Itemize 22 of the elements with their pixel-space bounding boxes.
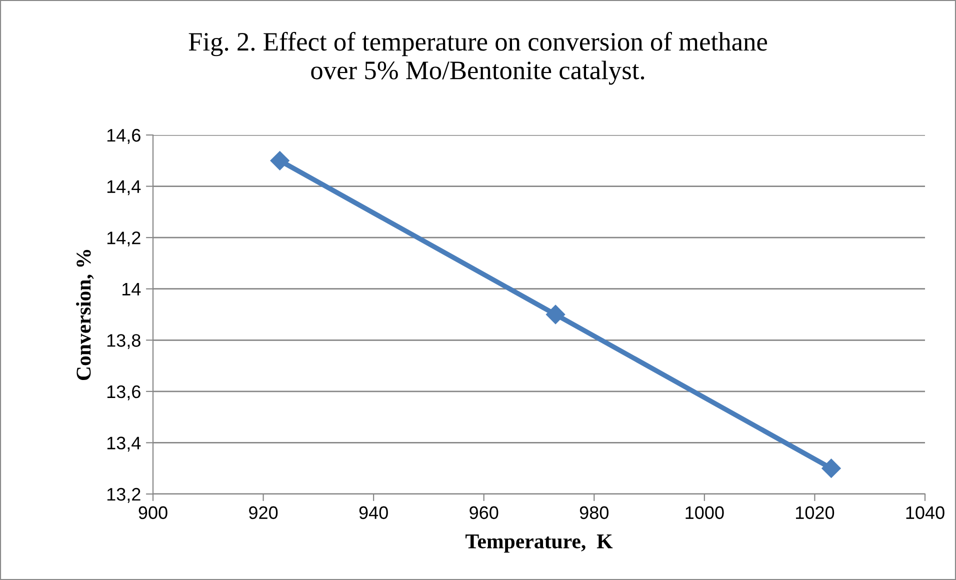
point <box>546 304 566 324</box>
x-axis-title: Temperature, K <box>466 534 613 553</box>
y-axis-title: Conversion, % <box>76 250 94 380</box>
y-tick-label: 14,6 <box>107 128 140 144</box>
x-tick-label: 920 <box>249 506 278 520</box>
y-tick-label: 13,6 <box>107 385 140 400</box>
x-tick-label: 900 <box>138 506 168 520</box>
y-tick-label: 13,2 <box>107 488 140 503</box>
chart-title: Fig. 2. Effect of temperature on conversion of methane over 5% Mo/Bentonite catalyst. <box>188 32 768 85</box>
x-tick-label: 1020 <box>796 506 834 520</box>
y-tick-label: 14,2 <box>107 232 140 246</box>
x-tick-label: 1000 <box>686 506 724 520</box>
x-tick-label: 980 <box>580 506 608 520</box>
y-tick-label: 13,8 <box>107 334 140 349</box>
point <box>822 458 841 478</box>
x-tick-label: 1040 <box>906 506 944 520</box>
y-tick-label: 14,4 <box>107 180 141 196</box>
x-tick-label: 960 <box>470 506 498 520</box>
y-tick-label: 13,4 <box>107 436 141 452</box>
point <box>270 151 290 170</box>
y-tick-label: 14 <box>122 282 141 296</box>
x-tick-label: 940 <box>359 506 388 520</box>
